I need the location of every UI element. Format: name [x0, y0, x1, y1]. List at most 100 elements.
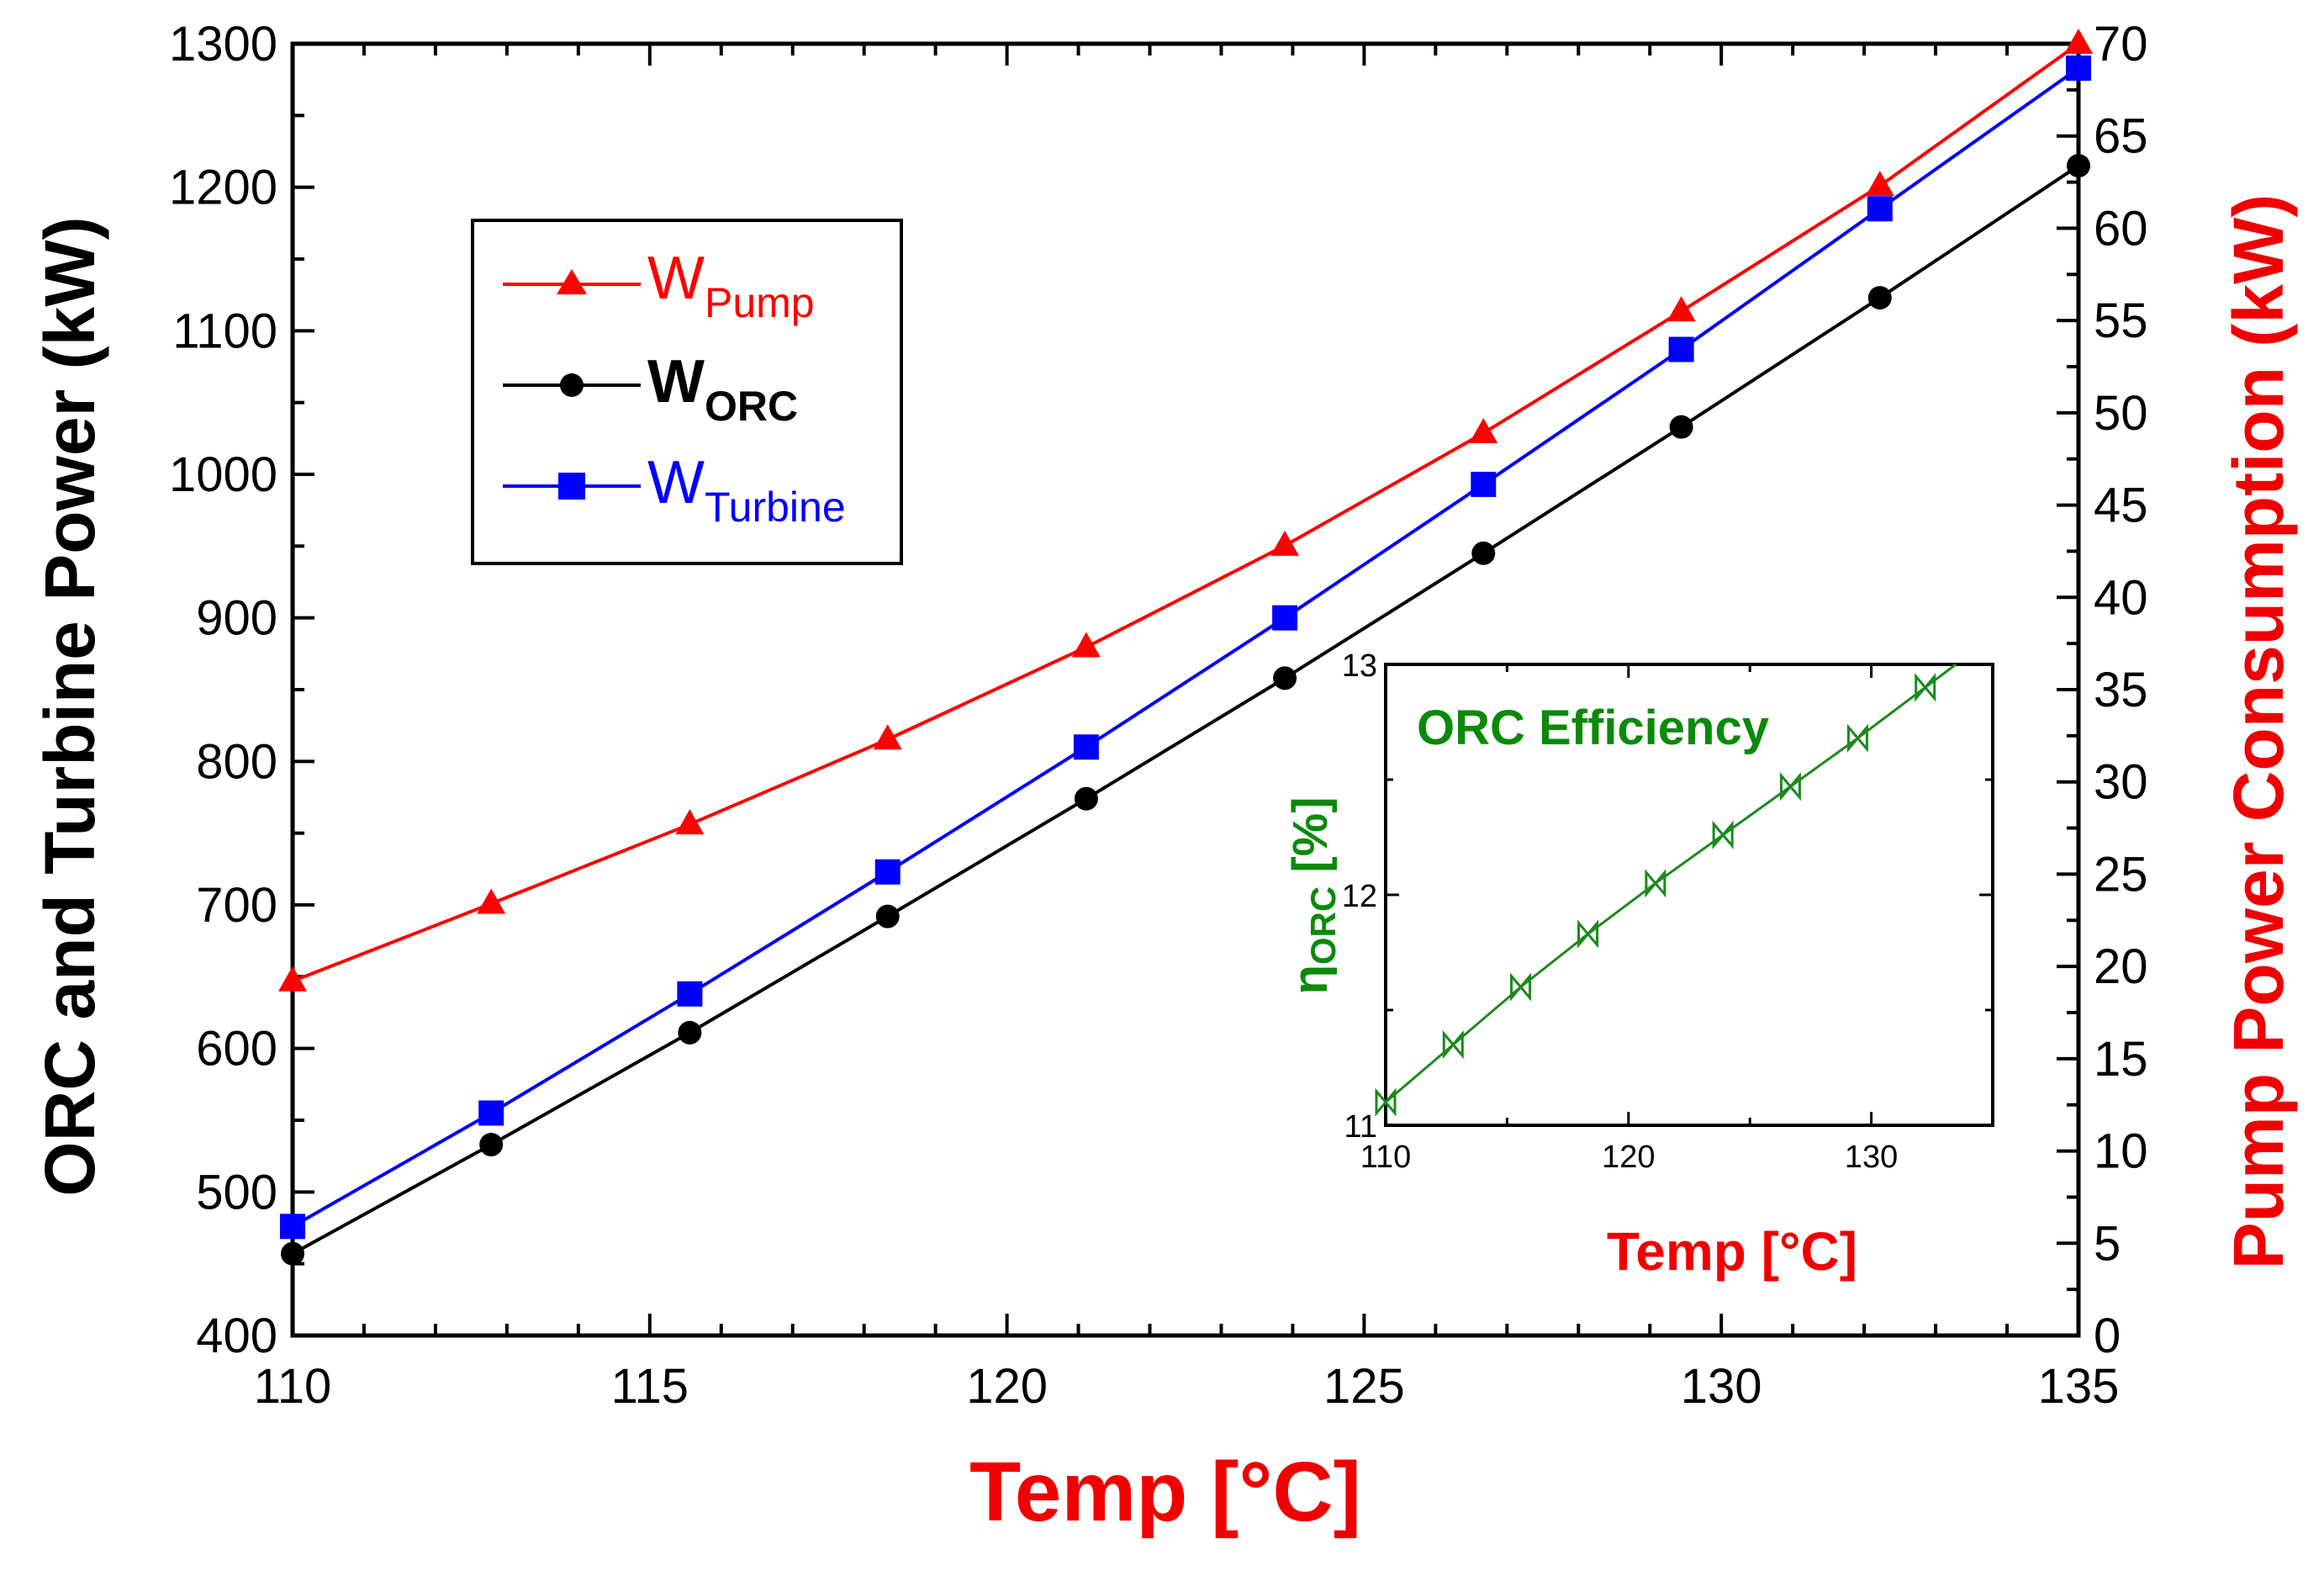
y-tick-label: 500 — [196, 1165, 277, 1219]
inset-x-tick-label: 130 — [1845, 1140, 1898, 1175]
y-tick-label: 1000 — [169, 447, 277, 502]
y2-tick-label: 55 — [2094, 294, 2148, 348]
y2-tick-label: 25 — [2094, 847, 2148, 902]
x-tick-label: 120 — [966, 1359, 1048, 1414]
orc-point — [1471, 541, 1496, 565]
inset-series-line — [1385, 663, 1957, 1103]
y2-tick-label: 60 — [2094, 201, 2148, 256]
pump-point — [675, 809, 705, 835]
y2-tick-label: 40 — [2094, 570, 2148, 625]
y2-tick-label: 5 — [2094, 1216, 2121, 1271]
main-series-group — [278, 29, 2093, 1266]
y-tick-label: 800 — [196, 734, 277, 789]
legend-orc-marker — [560, 373, 584, 397]
y-tick-label: 600 — [196, 1022, 277, 1076]
inset-y-tick-label: 12 — [1342, 879, 1377, 914]
x-axis-label: Temp [°C] — [969, 1445, 1361, 1539]
inset-y-tick-label: 11 — [1344, 1109, 1377, 1145]
inset-point — [1577, 919, 1599, 949]
turbine-point — [1471, 471, 1497, 497]
inset-series-group — [1375, 663, 1957, 1117]
pump-point — [2064, 29, 2093, 54]
y-tick-label: 1200 — [169, 161, 277, 215]
legend-pump-label: WPump — [647, 245, 815, 326]
turbine-point — [1272, 605, 1298, 631]
legend-turbine-marker — [558, 473, 585, 500]
pump-point — [1071, 632, 1101, 658]
pump-series-line — [292, 42, 2080, 983]
pump-point — [1666, 296, 1696, 322]
inset-point — [1375, 1087, 1397, 1117]
x-tick-label: 115 — [611, 1359, 689, 1414]
x-tick-label: 130 — [1681, 1359, 1762, 1414]
orc-point — [281, 1241, 304, 1266]
orc-point — [1273, 666, 1297, 690]
turbine-series-line — [292, 66, 2080, 1229]
orc-series-line — [292, 164, 2080, 1256]
legend-pump-marker — [557, 269, 587, 294]
pump-point — [873, 724, 902, 750]
inset-y-axis-label: ηORC [%] — [1283, 796, 1343, 994]
turbine-point — [1668, 336, 1694, 362]
x-tick-label: 135 — [2038, 1359, 2120, 1414]
orc-point — [479, 1133, 504, 1157]
orc-point — [1074, 786, 1098, 811]
inset-axis-ticks: 110 120 130 11 12 13 — [1342, 648, 1994, 1175]
y2-tick-label: 0 — [2094, 1309, 2121, 1363]
y2-tick-label: 45 — [2094, 479, 2148, 533]
main-axis-ticks: 110 115 120 125 130 1354005006007008009001000… — [169, 17, 2148, 1414]
legend-orc-label: WORC — [647, 348, 798, 430]
y-tick-label: 400 — [196, 1309, 277, 1363]
y2-tick-label: 35 — [2094, 663, 2148, 717]
inset-point — [1645, 869, 1666, 898]
inset-x-tick-label: 110 — [1360, 1140, 1412, 1175]
turbine-point — [1073, 734, 1099, 760]
y-tick-label: 1300 — [169, 17, 277, 71]
y2-tick-label: 10 — [2094, 1124, 2148, 1179]
turbine-point — [478, 1100, 504, 1126]
y2-tick-label: 65 — [2094, 109, 2148, 164]
y2-tick-label: 70 — [2094, 17, 2148, 71]
inset-point — [1442, 1030, 1464, 1060]
x-tick-label: 125 — [1323, 1359, 1405, 1414]
y2-tick-label: 50 — [2094, 386, 2148, 441]
orc-point — [875, 904, 900, 928]
inset-point — [1510, 972, 1532, 1002]
turbine-point — [874, 859, 901, 885]
inset-frame — [1384, 663, 1994, 1127]
turbine-point — [2066, 56, 2091, 82]
pump-point — [1865, 170, 1894, 196]
y2-tick-label: 30 — [2094, 755, 2148, 810]
legend: WPump WORC WTurbine — [471, 219, 903, 565]
inset-point — [1712, 820, 1734, 849]
y-axis-label: ORC and Turbine Power (kW) — [30, 216, 109, 1196]
inset-point — [1915, 673, 1936, 702]
y2-tick-label: 20 — [2094, 939, 2148, 994]
orc-point — [678, 1020, 702, 1045]
inset-y-tick-label: 13 — [1342, 648, 1377, 684]
orc-point — [2067, 154, 2090, 178]
y2-axis-label: Pump Power Consumption (kW) — [2219, 194, 2298, 1270]
turbine-point — [677, 981, 703, 1007]
turbine-point — [1867, 196, 1893, 222]
y-tick-label: 700 — [196, 878, 277, 933]
x-tick-label: 110 — [254, 1359, 331, 1414]
pump-point — [1270, 530, 1300, 556]
inset-x-axis-label: Temp [°C] — [1607, 1221, 1857, 1282]
legend-turbine-label: WTurbine — [647, 449, 846, 531]
legend-box — [471, 219, 903, 565]
inset-title: ORC Efficiency — [1417, 701, 1769, 755]
y-tick-label: 900 — [196, 591, 277, 646]
orc-point — [1669, 415, 1693, 439]
orc-point — [1867, 286, 1892, 310]
y2-tick-label: 15 — [2094, 1032, 2148, 1087]
turbine-point — [280, 1214, 305, 1240]
inset-point — [1779, 772, 1801, 801]
pump-point — [1469, 417, 1498, 443]
inset-x-tick-label: 120 — [1602, 1140, 1655, 1175]
pump-point — [278, 965, 307, 992]
inset-point — [1846, 723, 1868, 753]
y-tick-label: 1100 — [172, 304, 277, 358]
